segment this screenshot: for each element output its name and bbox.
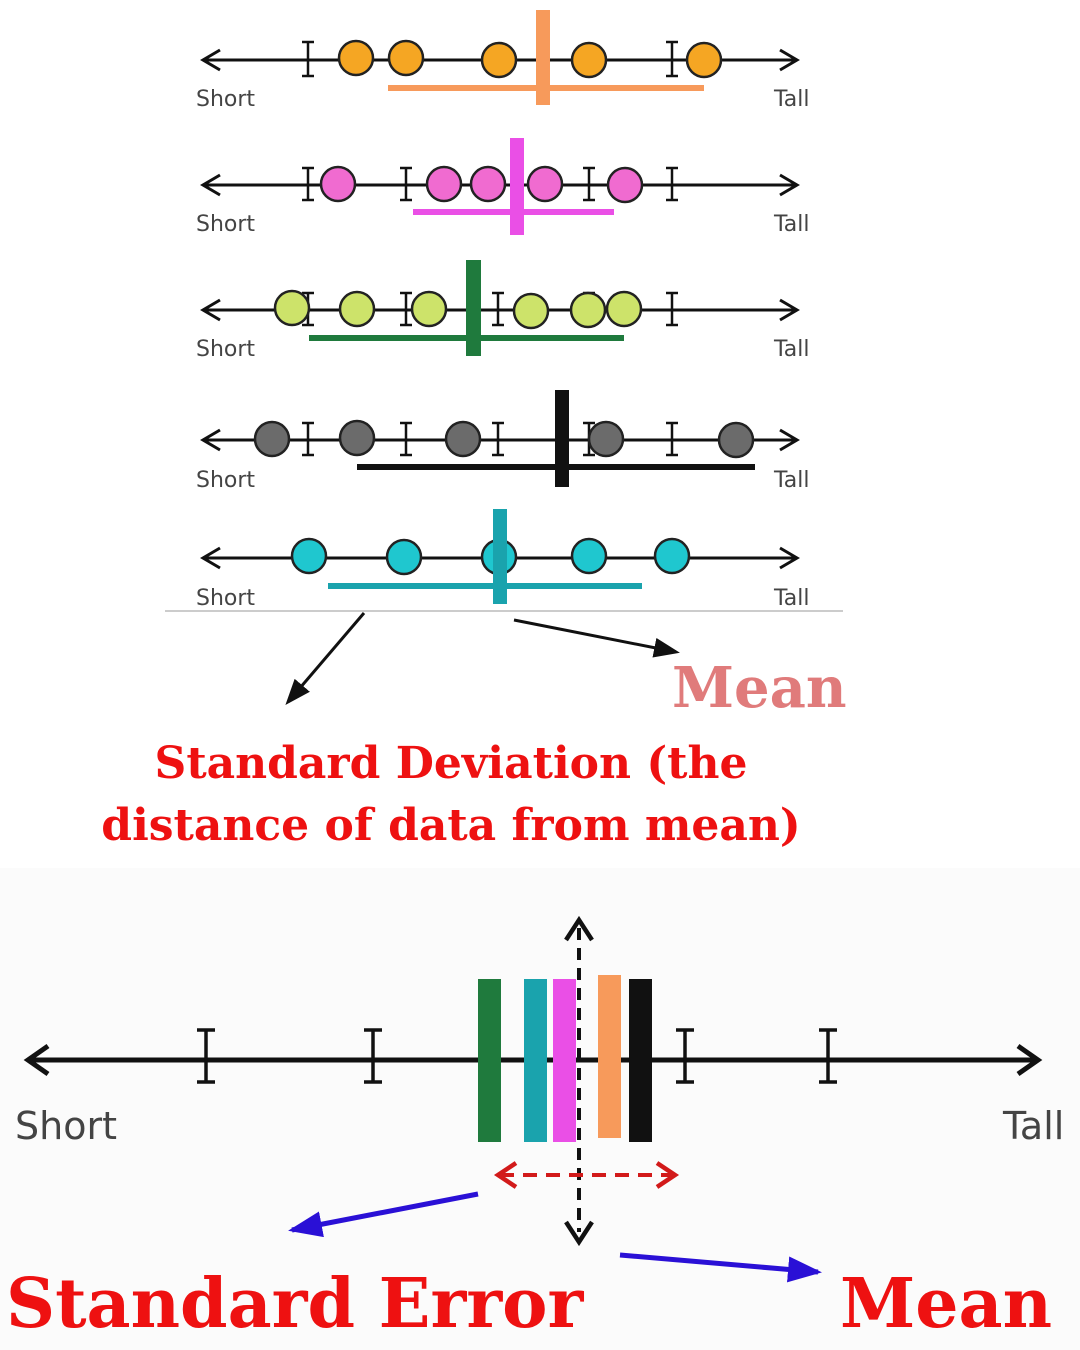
data-point <box>653 537 691 575</box>
data-point <box>387 39 425 77</box>
row-teal: Short Tall <box>196 509 810 611</box>
data-point <box>570 41 608 79</box>
data-point <box>469 165 507 203</box>
right-arrowhead-icon <box>779 546 800 570</box>
down-arrowhead-icon <box>564 1220 594 1247</box>
short-label: Short <box>196 212 255 237</box>
data-point <box>606 166 644 204</box>
mean-marker <box>493 509 507 604</box>
mean-pointer-arrow-blue <box>619 1252 822 1283</box>
data-point <box>480 41 518 79</box>
data-point <box>338 419 376 457</box>
tick-marks <box>302 40 678 78</box>
tick-marks <box>302 166 678 202</box>
mean-bar-teal <box>524 979 547 1142</box>
up-arrowhead-icon <box>564 915 594 942</box>
data-point <box>425 165 463 203</box>
row-gray: Short Tall <box>196 390 810 493</box>
mean-marker <box>555 390 569 487</box>
data-points <box>253 419 755 459</box>
left-arrowhead-icon <box>200 546 221 570</box>
data-point <box>512 292 550 330</box>
data-point <box>570 537 608 575</box>
data-points <box>319 165 644 204</box>
data-point <box>444 420 482 458</box>
mean-bar-green <box>478 979 501 1142</box>
data-point <box>253 420 291 458</box>
data-point <box>717 421 755 459</box>
right-arrowhead-icon <box>1016 1043 1043 1077</box>
mean-pointer-arrow <box>513 618 680 658</box>
data-point <box>337 39 375 77</box>
sample-mean-bars <box>478 975 652 1142</box>
row-pink: Short Tall <box>196 138 810 237</box>
mean-marker <box>510 138 524 235</box>
data-point <box>569 291 607 329</box>
tall-label: Tall <box>773 337 810 362</box>
left-arrowhead-icon <box>200 428 221 452</box>
right-arrowhead-icon <box>779 173 800 197</box>
standard-error-label: Standard Error <box>6 1264 585 1344</box>
row-orange: Short Tall <box>196 10 810 112</box>
short-label: Short <box>15 1104 117 1148</box>
data-points <box>290 537 691 576</box>
tall-label: Tall <box>773 87 810 112</box>
top-annotations: Mean Standard Deviation (the distance of… <box>101 612 847 851</box>
top-sample-rows: Short Tall Short Tall <box>165 10 843 612</box>
data-point <box>410 290 448 328</box>
tall-label: Tall <box>773 586 810 611</box>
bottom-means-panel: Short Tall Standard Error Mean <box>0 868 1080 1350</box>
data-point <box>385 538 423 576</box>
row-lime: Short Tall <box>196 260 810 362</box>
se-pointer-arrow <box>288 1191 479 1238</box>
left-arrowhead-icon <box>200 173 221 197</box>
short-label: Short <box>196 586 255 611</box>
mean-marker <box>536 10 550 105</box>
data-point <box>273 289 311 327</box>
short-label: Short <box>196 337 255 362</box>
data-point <box>587 420 625 458</box>
mean-marker <box>466 260 481 356</box>
left-red-arrowhead-icon <box>493 1161 518 1189</box>
tick-marks <box>197 1028 837 1084</box>
sd-pointer-arrow <box>285 612 366 706</box>
sd-label-line2: distance of data from mean) <box>101 800 800 851</box>
data-point <box>290 537 328 575</box>
left-arrowhead-icon <box>200 298 221 322</box>
tick-marks <box>302 421 678 457</box>
data-points <box>273 289 643 330</box>
short-label: Short <box>196 468 255 493</box>
short-label: Short <box>196 87 255 112</box>
data-point <box>605 290 643 328</box>
data-point <box>685 41 723 79</box>
sd-label-line1: Standard Deviation (the <box>155 738 748 789</box>
mean-bar-orange <box>598 975 621 1138</box>
data-point <box>319 165 357 203</box>
right-arrowhead-icon <box>779 428 800 452</box>
data-point <box>338 290 376 328</box>
right-arrowhead-icon <box>779 298 800 322</box>
tall-label: Tall <box>1002 1104 1064 1148</box>
tall-label: Tall <box>773 212 810 237</box>
right-red-arrowhead-icon <box>655 1161 680 1189</box>
left-arrowhead-icon <box>23 1043 50 1077</box>
mean-bar-pink <box>553 979 576 1142</box>
tall-label: Tall <box>773 468 810 493</box>
right-arrowhead-icon <box>779 48 800 72</box>
left-arrowhead-icon <box>200 48 221 72</box>
mean-label-top: Mean <box>672 655 847 721</box>
mean-bar-black <box>629 979 652 1142</box>
data-points <box>337 39 723 79</box>
data-point <box>526 165 564 203</box>
mean-label-bottom: Mean <box>840 1264 1052 1344</box>
